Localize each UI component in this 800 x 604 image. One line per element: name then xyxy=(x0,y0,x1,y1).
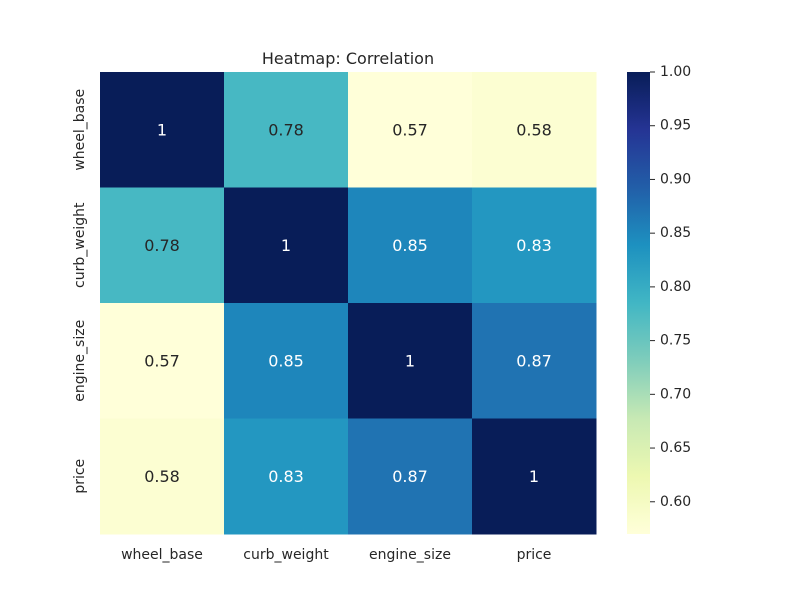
heatmap-cell-label: 0.85 xyxy=(268,351,304,370)
heatmap-cell xyxy=(472,303,597,419)
heatmap-cell-label: 0.87 xyxy=(392,467,428,486)
heatmap-cell-label: 0.83 xyxy=(516,236,552,255)
heatmap-cell-label: 0.58 xyxy=(516,120,552,139)
heatmap-cell-label: 1 xyxy=(529,467,539,486)
y-tick-label: price xyxy=(72,459,88,494)
heatmap-cell-label: 0.57 xyxy=(392,120,428,139)
heatmap-cell xyxy=(224,187,349,304)
y-tick-label: wheel_base xyxy=(72,89,88,171)
heatmap-cell xyxy=(224,72,349,188)
heatmap-cell xyxy=(348,72,473,188)
heatmap-cells xyxy=(100,72,597,535)
colorbar-tick-label: 0.65 xyxy=(660,440,691,456)
heatmap-cell-label: 0.83 xyxy=(268,467,304,486)
colorbar-tick-label: 1.00 xyxy=(660,64,691,80)
heatmap-cell-label: 1 xyxy=(281,236,291,255)
chart-title: Heatmap: Correlation xyxy=(262,49,434,68)
colorbar-tick-label: 0.95 xyxy=(660,118,691,134)
x-tick-label: price xyxy=(517,547,552,563)
colorbar-tick-label: 0.75 xyxy=(660,333,691,349)
heatmap-cell-label: 0.57 xyxy=(144,351,180,370)
colorbar-tick-label: 0.85 xyxy=(660,225,691,241)
heatmap-cell xyxy=(472,72,597,188)
heatmap-cell xyxy=(224,418,349,535)
heatmap-cell xyxy=(100,303,225,419)
heatmap-cell xyxy=(100,187,225,304)
colorbar-tick-label: 0.80 xyxy=(660,279,691,295)
colorbar-gradient xyxy=(627,72,650,534)
heatmap-cell-label: 0.87 xyxy=(516,351,552,370)
heatmap-cell xyxy=(100,418,225,535)
colorbar-tick-label: 0.90 xyxy=(660,171,691,187)
heatmap-cell xyxy=(348,303,473,419)
heatmap-cell-label: 0.58 xyxy=(144,467,180,486)
y-tick-label: engine_size xyxy=(72,320,88,402)
heatmap-cell xyxy=(348,187,473,304)
heatmap-cell-label: 1 xyxy=(157,120,167,139)
colorbar: 0.60 0.65 0.70 0.75 0.80 0.85 0.90 0.95 1.00 xyxy=(627,64,691,534)
colorbar-tick-label: 0.60 xyxy=(660,494,691,510)
y-tick-label: curb_weight xyxy=(72,202,88,288)
colorbar-tick-label: 0.70 xyxy=(660,386,691,402)
x-tick-label: engine_size xyxy=(369,547,451,563)
heatmap-cell xyxy=(224,303,349,419)
heatmap-cell xyxy=(100,72,225,188)
heatmap-cell-label: 0.85 xyxy=(392,236,428,255)
heatmap-cell xyxy=(472,187,597,304)
heatmap-cell-labels: 1 0.78 0.57 0.58 0.78 1 0.85 0.83 0.57 0.85 1 0.87 0… xyxy=(144,120,552,486)
x-tick-label: curb_weight xyxy=(243,547,329,563)
x-tick-label: wheel_base xyxy=(121,547,203,563)
x-axis-tick-labels: wheel_base curb_weight engine_size price xyxy=(121,547,551,563)
heatmap-cell-label: 0.78 xyxy=(144,236,180,255)
heatmap-cell xyxy=(472,418,597,535)
heatmap-cell xyxy=(348,418,473,535)
heatmap-cell-label: 0.78 xyxy=(268,120,304,139)
heatmap-cell-label: 1 xyxy=(405,351,415,370)
